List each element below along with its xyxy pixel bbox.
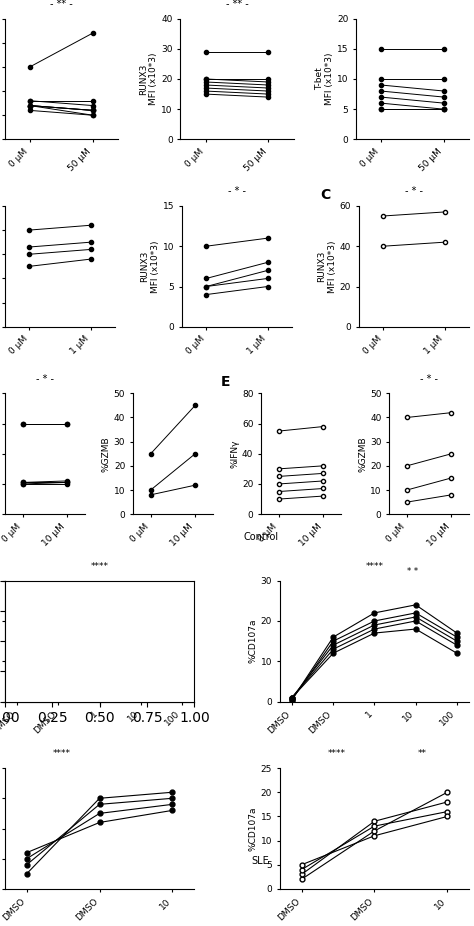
Y-axis label: %GZMB: %GZMB	[102, 436, 111, 471]
Y-axis label: %CD107a: %CD107a	[249, 619, 258, 663]
Y-axis label: %IFNγ: %IFNγ	[230, 440, 239, 468]
Text: - ** -: - ** -	[50, 0, 73, 9]
Text: GSK126
-treated: GSK126 -treated	[28, 581, 62, 600]
Text: - * -: - * -	[405, 186, 423, 196]
Text: ****: ****	[328, 749, 346, 758]
Y-axis label: T-bet
MFI (x10*3): T-bet MFI (x10*3)	[315, 53, 334, 106]
Text: - * -: - * -	[420, 373, 438, 383]
Text: - ** -: - ** -	[226, 0, 248, 9]
Text: - * -: - * -	[36, 373, 54, 383]
Text: SLE: SLE	[252, 856, 270, 866]
Y-axis label: RUNX3
MFI (x10*3): RUNX3 MFI (x10*3)	[140, 240, 160, 293]
Text: C: C	[320, 188, 330, 202]
Y-axis label: RUNX3
MFI (x10*3): RUNX3 MFI (x10*3)	[139, 53, 158, 106]
Y-axis label: %GZMB: %GZMB	[358, 436, 367, 471]
Text: - * -: - * -	[228, 186, 246, 196]
Y-axis label: RUNX3
MFI (x10*3): RUNX3 MFI (x10*3)	[318, 240, 337, 293]
Text: ****: ****	[365, 562, 383, 571]
Text: Control: Control	[243, 532, 278, 542]
Text: GSK126
-treated: GSK126 -treated	[43, 394, 77, 413]
Text: E: E	[221, 375, 230, 389]
Y-axis label: %CD107a: %CD107a	[249, 807, 258, 851]
Text: EX527
-treated: EX527 -treated	[45, 206, 78, 225]
Text: ****: ****	[91, 562, 109, 571]
Text: **: **	[418, 749, 426, 758]
Text: ****: ****	[53, 749, 71, 758]
Text: * *: * *	[407, 567, 418, 576]
